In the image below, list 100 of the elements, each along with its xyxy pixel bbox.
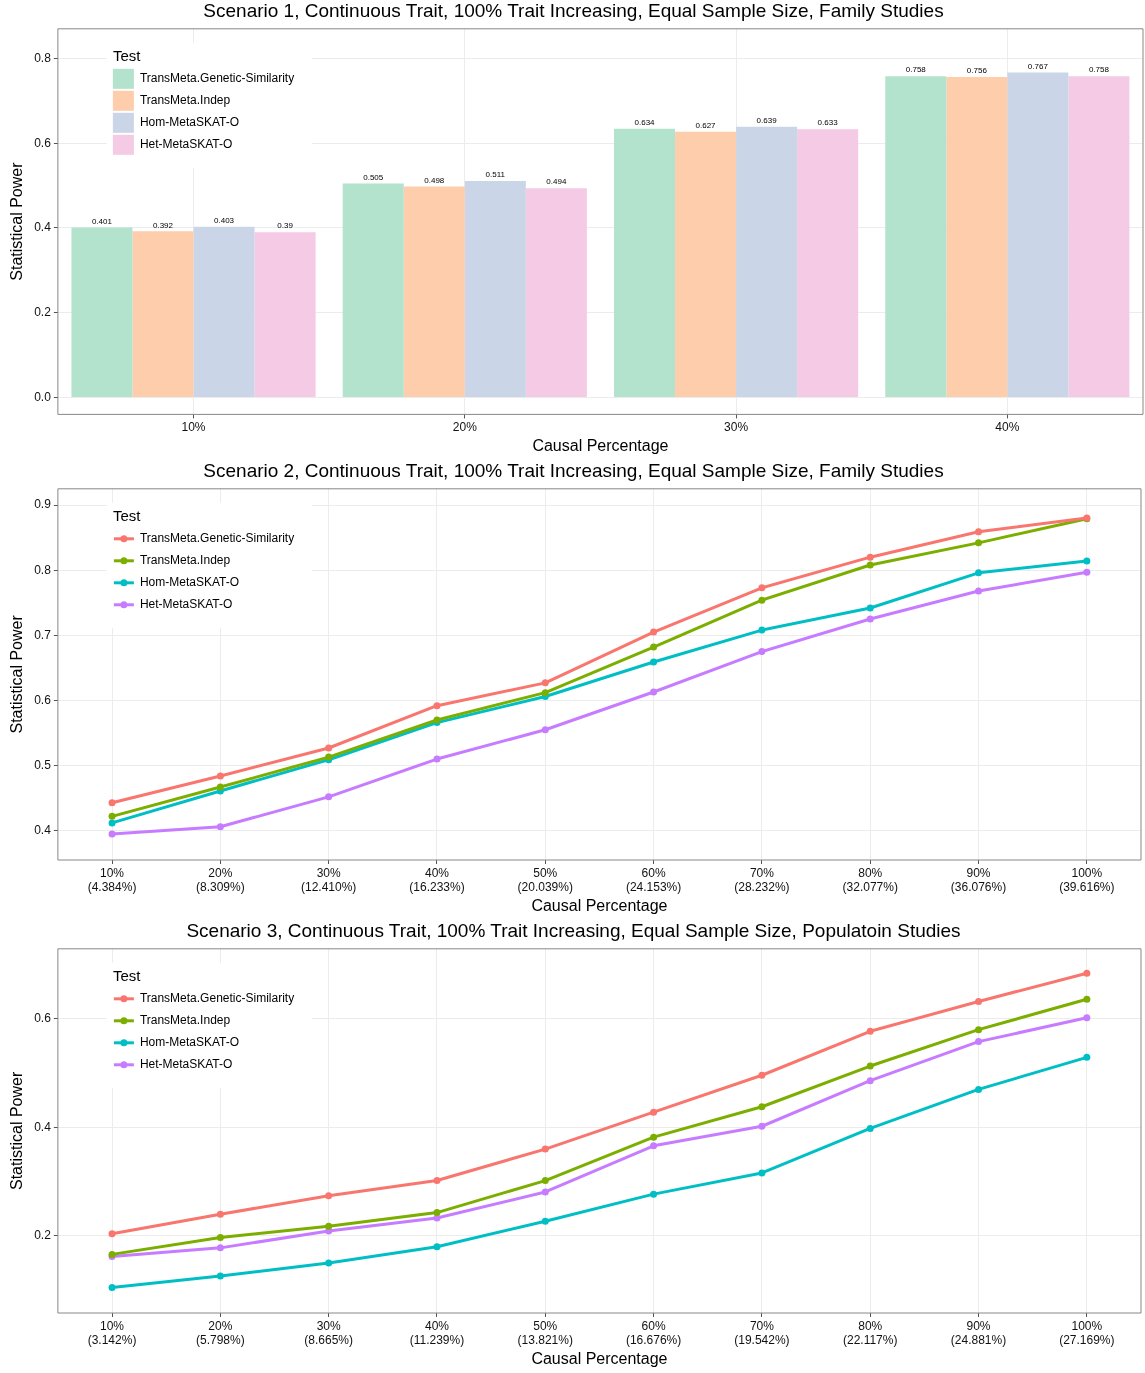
x-tick-label: 60% (16.676%) <box>625 1318 682 1347</box>
legend-label: Het-MetaSKAT-O <box>139 137 233 152</box>
point <box>108 830 116 838</box>
x-tick-label: 90% (24.881%) <box>950 1318 1007 1347</box>
x-tick-label: 20% <box>452 419 478 434</box>
point <box>866 1062 874 1070</box>
point <box>433 1209 441 1217</box>
data-label: 0.627 <box>695 120 717 130</box>
y-tick-label: 0.2 <box>34 305 52 320</box>
data-label: 0.756 <box>966 66 988 76</box>
y-axis-title: Statistical Power <box>8 1071 26 1191</box>
point <box>758 1122 766 1130</box>
legend-label: Hom-MetaSKAT-O <box>139 1035 240 1050</box>
point <box>866 604 874 612</box>
bar <box>193 226 255 397</box>
bar <box>525 188 587 397</box>
point <box>433 1243 441 1251</box>
bar <box>1007 72 1069 397</box>
y-tick-label: 0.0 <box>34 389 52 404</box>
point <box>650 628 658 636</box>
x-axis-title: Causal Percentage <box>532 436 669 454</box>
point <box>108 1230 116 1238</box>
bar <box>946 77 1008 397</box>
point <box>541 726 549 734</box>
legend-label: TransMeta.Genetic-Similarity <box>139 71 295 86</box>
point <box>1083 1053 1091 1061</box>
x-tick-label: 30% <box>724 419 749 434</box>
bar <box>254 232 316 397</box>
data-label: 0.498 <box>424 175 445 185</box>
y-axis-title: Statistical Power <box>8 614 26 734</box>
y-tick-label: 0.9 <box>34 497 52 512</box>
chart-title: Scenario 2, Continuous Trait, 100% Trait Increasing, Equal Sample Size, Family Studies <box>203 459 944 481</box>
legend-label: Hom-MetaSKAT-O <box>139 575 240 590</box>
legend-label: Het-MetaSKAT-O <box>139 597 233 612</box>
legend-label: Hom-MetaSKAT-O <box>139 115 240 130</box>
point <box>650 688 658 696</box>
point <box>866 1124 874 1132</box>
y-tick-label: 0.4 <box>34 220 52 235</box>
x-tick-label: 40% (11.239%) <box>409 1318 465 1347</box>
point <box>975 997 983 1005</box>
point <box>975 528 983 536</box>
point <box>975 1085 983 1093</box>
point <box>758 584 766 592</box>
y-tick-label: 0.8 <box>34 562 52 577</box>
point <box>108 1283 116 1291</box>
x-tick-label: 80% (32.077%) <box>842 865 898 894</box>
legend-title: Test <box>112 506 142 524</box>
point <box>216 772 224 780</box>
point <box>433 702 441 710</box>
legend-label: TransMeta.Genetic-Similarity <box>139 991 295 1006</box>
data-label: 0.633 <box>817 118 839 128</box>
point <box>433 755 441 763</box>
point <box>758 1071 766 1079</box>
point <box>325 1192 333 1200</box>
point <box>108 799 116 807</box>
point <box>325 744 333 752</box>
x-axis-title: Causal Percentage <box>531 896 668 914</box>
x-axis-title: Causal Percentage <box>531 1349 668 1367</box>
point <box>866 615 874 623</box>
point <box>325 1259 333 1267</box>
point <box>650 1190 658 1198</box>
point <box>650 1142 658 1150</box>
y-tick-label: 0.2 <box>34 1228 52 1243</box>
point <box>216 1272 224 1280</box>
point <box>541 679 549 687</box>
y-tick-label: 0.5 <box>34 757 52 772</box>
x-tick-label: 30% (8.665%) <box>304 1318 354 1347</box>
chart-title: Scenario 1, Continuous Trait, 100% Trait Increasing, Equal Sample Size, Family Studies <box>203 0 944 21</box>
point <box>216 823 224 831</box>
x-tick-label: 90% (36.076%) <box>950 865 1007 894</box>
x-tick-label: 70% (19.542%) <box>734 1318 790 1347</box>
x-tick-label: 50% (20.039%) <box>517 865 573 894</box>
bar <box>614 128 676 397</box>
y-tick-label: 0.6 <box>34 1011 52 1026</box>
point <box>1083 995 1091 1003</box>
point <box>1083 969 1091 977</box>
point <box>108 812 116 820</box>
x-tick-label: 60% (24.153%) <box>625 865 682 894</box>
point <box>325 1222 333 1230</box>
point <box>650 658 658 666</box>
point <box>1083 1014 1091 1022</box>
point <box>650 1108 658 1116</box>
point <box>541 1177 549 1185</box>
x-tick-label: 10% (4.384%) <box>87 865 137 894</box>
x-tick-label: 100% (27.169%) <box>1059 1318 1115 1347</box>
data-label: 0.494 <box>546 177 567 187</box>
bar <box>885 76 947 397</box>
x-tick-label: 40% <box>995 419 1020 434</box>
data-label: 0.401 <box>91 216 113 226</box>
bar <box>132 231 194 397</box>
chart-title: Scenario 3, Continuous Trait, 100% Trait Increasing, Equal Sample Size, Populatoin Studies <box>186 919 961 941</box>
data-label: 0.639 <box>756 115 778 125</box>
point <box>758 1169 766 1177</box>
bar <box>1068 76 1130 397</box>
point <box>108 819 116 827</box>
x-tick-label: 10% <box>181 419 206 434</box>
point <box>650 1133 658 1141</box>
bar <box>797 129 859 397</box>
bar <box>71 227 133 397</box>
data-label: 0.505 <box>363 172 384 182</box>
